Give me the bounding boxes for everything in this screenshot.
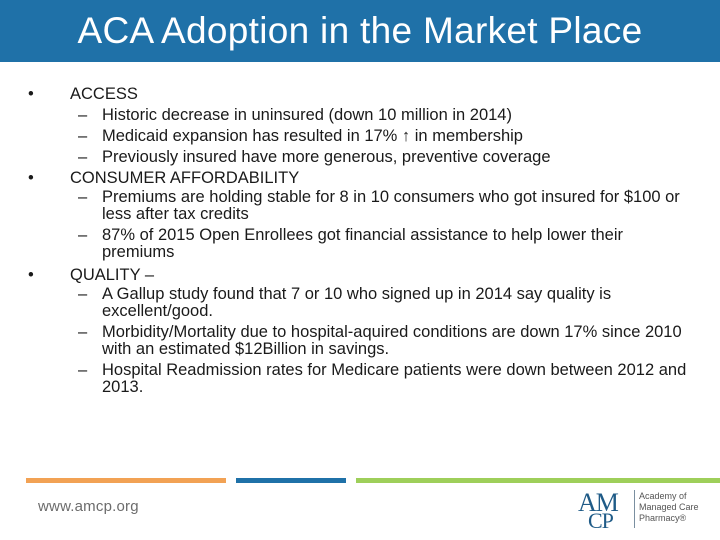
logo-text: Academy of Managed Care Pharmacy® [639,491,699,524]
sub-item: – Premiums are holding stable for 8 in 10… [26,189,696,223]
sub-item-text: Historic decrease in uninsured (down 10 … [102,106,512,124]
amcp-logo: AM CP Academy of Managed Care Pharmacy® [578,488,708,533]
bullet-access: • ACCESS [26,84,696,105]
sub-item-text: Medicaid expansion has resulted in 17% ↑… [102,127,523,145]
bullet-quality: • QUALITY – [26,265,696,286]
sub-item: – Historic decrease in uninsured (down 10… [26,105,696,126]
sub-item-text: Hospital Readmission rates for Medicare … [102,361,687,396]
sub-item: – Morbidity/Mortality due to hospital-aqu… [26,324,696,358]
bullet-icon: • [28,266,34,284]
bullet-icon: • [28,85,34,103]
footer-line-green [356,478,720,483]
logo-text-line: Managed Care [639,502,699,512]
slide-title: ACA Adoption in the Market Place [77,10,643,51]
dash-icon: – [78,127,88,145]
footer-line-orange [26,478,226,483]
bullet-label: QUALITY – [70,266,155,284]
sub-item-text: Morbidity/Mortality due to hospital-aqui… [102,323,682,358]
bullet-affordability: • CONSUMER AFFORDABILITY [26,168,696,189]
footer-line-blue [236,478,346,483]
dash-icon: – [78,148,88,166]
footer-url[interactable]: www.amcp.org [38,498,139,515]
footer-accent-lines [26,478,720,483]
sub-item-text: 87% of 2015 Open Enrollees got financial… [102,226,623,261]
dash-icon: – [78,361,88,379]
bullet-icon: • [28,169,34,187]
slide-content: • ACCESS – Historic decrease in uninsured… [26,84,696,396]
logo-am: AM [578,488,619,517]
logo-cp: CP [588,508,614,533]
bullet-label: ACCESS [70,85,138,103]
sub-item: – A Gallup study found that 7 or 10 who s… [26,286,696,320]
sub-item: – Hospital Readmission rates for Medicare… [26,362,696,396]
dash-icon: – [78,188,88,206]
sub-item: – Medicaid expansion has resulted in 17% … [26,126,696,147]
dash-icon: – [78,106,88,124]
sub-item-text: Premiums are holding stable for 8 in 10 … [102,188,680,223]
dash-icon: – [78,323,88,341]
title-bar: ACA Adoption in the Market Place [0,0,720,62]
bullet-label: CONSUMER AFFORDABILITY [70,169,300,187]
sub-item-text: Previously insured have more generous, p… [102,148,551,166]
logo-divider [634,490,635,528]
logo-text-line: Pharmacy® [639,513,687,523]
logo-text-line: Academy of [639,491,687,501]
sub-item: –87% of 2015 Open Enrollees got financia… [26,227,696,261]
dash-icon: – [78,285,88,303]
dash-icon: – [78,226,88,244]
sub-item: – Previously insured have more generous, … [26,147,696,168]
sub-item-text: A Gallup study found that 7 or 10 who si… [102,285,612,320]
